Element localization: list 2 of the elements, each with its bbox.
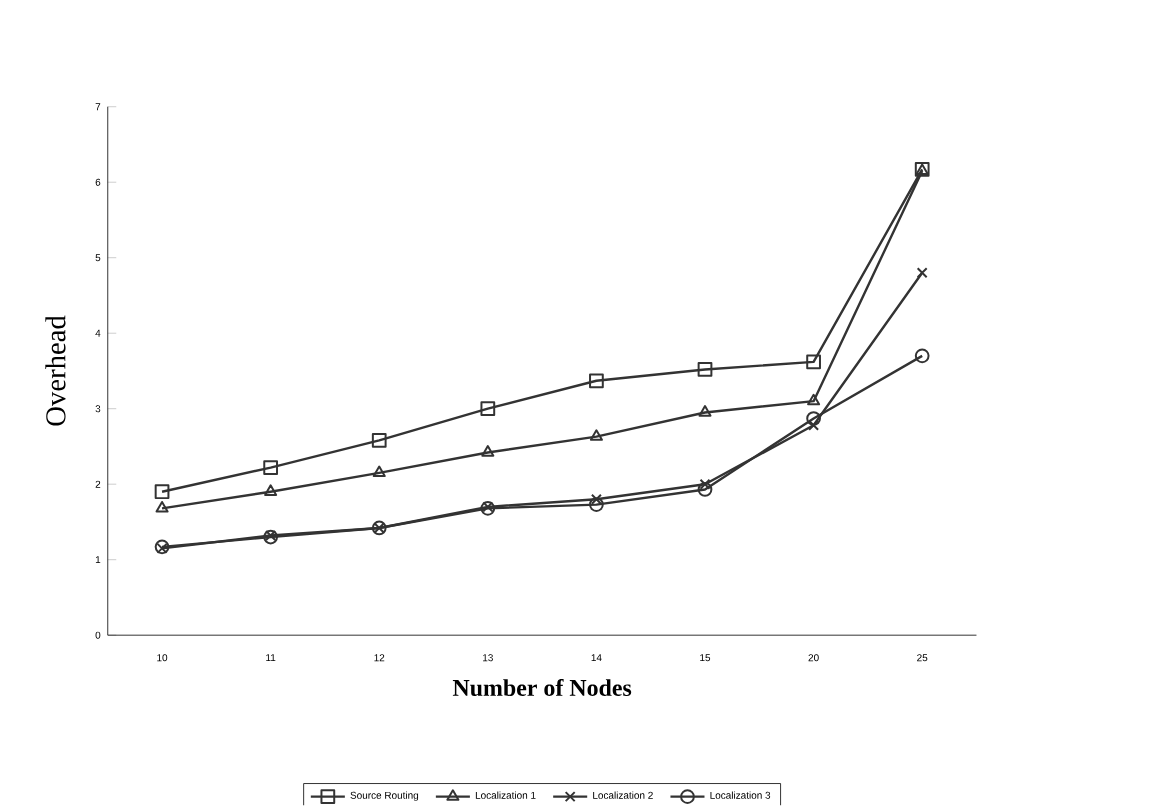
y-axis-title: Overhead [45, 315, 66, 426]
x-axis-title: Number of Nodes [452, 679, 632, 697]
